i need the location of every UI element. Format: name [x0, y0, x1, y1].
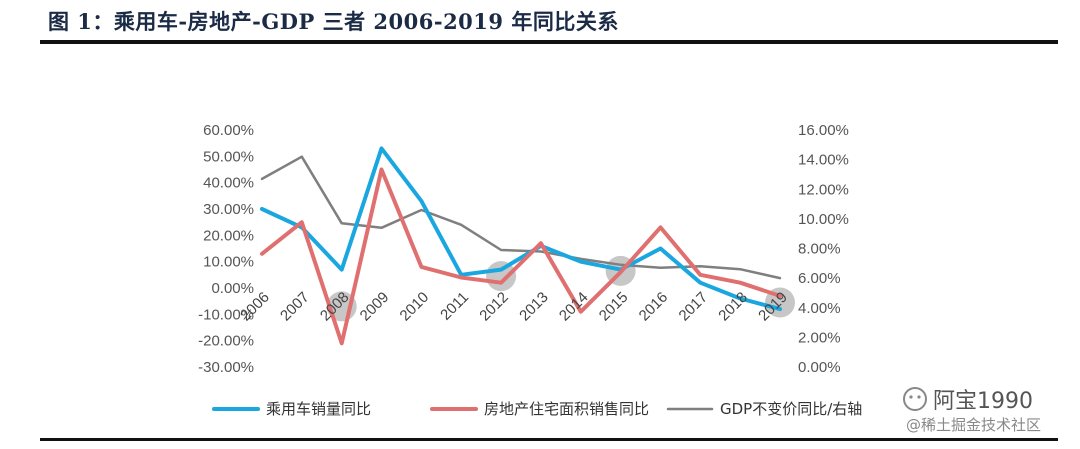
series-line-1: [260, 167, 782, 346]
right-axis-tick: 0.00%: [798, 359, 841, 376]
x-axis-tick: 2016: [636, 289, 672, 325]
right-axis-tick: 6.00%: [798, 270, 841, 287]
left-axis-tick: 0.00%: [211, 280, 254, 297]
x-axis-tick: 2018: [715, 289, 751, 325]
right-axis-tick: 14.00%: [798, 152, 849, 169]
left-axis-tick: 10.00%: [203, 254, 254, 271]
legend-label: 乘用车销量同比: [266, 400, 371, 418]
x-axis-tick: 2009: [357, 289, 393, 325]
series-line-0: [260, 146, 782, 312]
left-axis-tick: 20.00%: [203, 227, 254, 244]
x-axis-tick: 2011: [437, 289, 472, 324]
top-rule: [40, 40, 1058, 44]
wechat-icon-eye: [909, 395, 913, 399]
x-axis-tick: 2012: [476, 289, 512, 325]
right-axis-tick: 2.00%: [798, 329, 841, 346]
watermark-site: @稀土掘金技术社区: [906, 416, 1041, 434]
right-axis-tick: 12.00%: [798, 181, 849, 198]
left-axis-tick: -30.00%: [198, 359, 254, 376]
x-axis-tick: 2010: [397, 289, 433, 325]
left-axis-tick: 60.00%: [203, 122, 254, 139]
bottom-rule: [40, 438, 1058, 441]
x-axis-tick: 2017: [676, 289, 712, 325]
watermark-account: 阿宝1990: [933, 389, 1033, 414]
x-axis-tick: 2007: [277, 289, 313, 325]
chart-title: 图 1：乘用车-房地产-GDP 三者 2006-2019 年同比关系: [48, 9, 619, 34]
left-axis-tick: -10.00%: [198, 306, 254, 323]
legend-label: 房地产住宅面积销售同比: [484, 400, 649, 418]
left-axis-tick: 30.00%: [203, 201, 254, 218]
right-axis-tick: 8.00%: [798, 241, 841, 258]
wechat-icon: [903, 387, 927, 411]
wechat-icon-eye: [917, 395, 921, 399]
right-axis-tick: 16.00%: [798, 122, 849, 139]
legend-label: GDP不变价同比/右轴: [720, 400, 862, 418]
left-axis-tick: -20.00%: [198, 333, 254, 350]
left-axis-tick: 40.00%: [203, 175, 254, 192]
right-axis-tick: 4.00%: [798, 300, 841, 317]
right-axis-tick: 10.00%: [798, 211, 849, 228]
watermark: 阿宝1990 @稀土掘金技术社区: [903, 387, 1041, 434]
left-axis-tick: 50.00%: [203, 148, 254, 165]
x-axis-tick: 2013: [516, 289, 552, 325]
